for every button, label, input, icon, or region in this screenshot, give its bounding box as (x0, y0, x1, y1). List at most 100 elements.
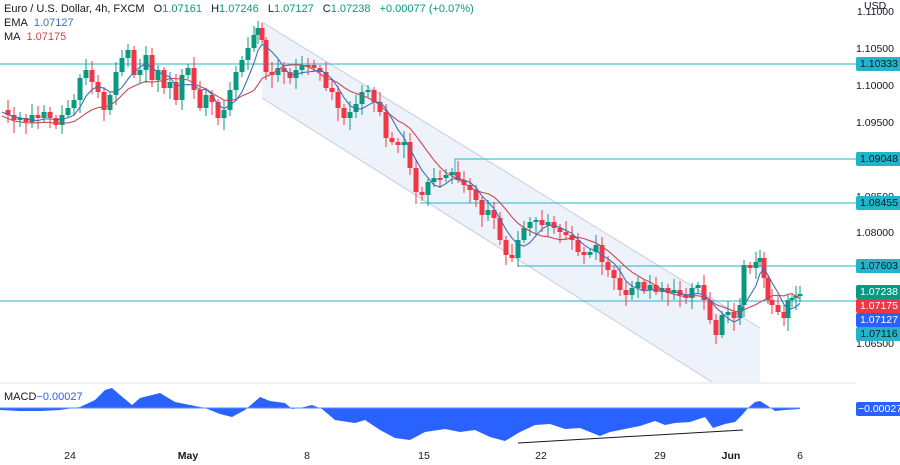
candle-up[interactable] (593, 245, 599, 252)
candle-down[interactable] (89, 70, 95, 82)
candle-down[interactable] (599, 245, 605, 262)
candle-down[interactable] (335, 92, 341, 108)
candle-up[interactable] (245, 48, 251, 60)
candle-down[interactable] (407, 142, 413, 168)
candle-up[interactable] (179, 75, 185, 100)
candle-up[interactable] (185, 68, 191, 75)
candle-down[interactable] (215, 102, 221, 118)
candle-up[interactable] (119, 58, 125, 72)
candle-down[interactable] (413, 168, 419, 192)
candle-up[interactable] (359, 92, 365, 104)
candle-down[interactable] (641, 282, 647, 290)
candle-down[interactable] (371, 90, 377, 102)
ema-legend-row[interactable]: EMA 1.07127 (4, 16, 474, 30)
candle-up[interactable] (527, 222, 533, 228)
candle-up[interactable] (203, 95, 209, 108)
candle-down[interactable] (419, 192, 425, 195)
candle-up[interactable] (521, 228, 527, 240)
candle-down[interactable] (383, 112, 389, 138)
candle-down[interactable] (713, 320, 719, 335)
candle-up[interactable] (741, 265, 747, 305)
candle-down[interactable] (395, 142, 401, 145)
candle-up[interactable] (533, 220, 539, 222)
candle-down[interactable] (497, 218, 503, 240)
ma-legend-row[interactable]: MA 1.07175 (4, 30, 474, 44)
candle-down[interactable] (677, 290, 683, 295)
candle-up[interactable] (71, 100, 77, 108)
candle-up[interactable] (221, 110, 227, 118)
candle-down[interactable] (581, 252, 587, 255)
candle-up[interactable] (353, 104, 359, 112)
candle-down[interactable] (455, 172, 461, 180)
candle-down[interactable] (775, 305, 781, 312)
candle-up[interactable] (299, 65, 305, 70)
candle-up[interactable] (239, 60, 245, 72)
candle-up[interactable] (695, 285, 701, 288)
candle-down[interactable] (209, 95, 215, 102)
candle-up[interactable] (757, 258, 763, 262)
candle-down[interactable] (131, 50, 137, 75)
candle-down[interactable] (701, 285, 707, 300)
candle-down[interactable] (437, 178, 443, 180)
candle-down[interactable] (731, 312, 737, 318)
candle-down[interactable] (305, 65, 311, 67)
candle-down[interactable] (101, 92, 107, 110)
candle-up[interactable] (155, 70, 161, 80)
candle-up[interactable] (737, 305, 743, 318)
candle-down[interactable] (473, 190, 479, 200)
candle-down[interactable] (539, 220, 545, 225)
ema-line[interactable] (1, 43, 801, 323)
candle-up[interactable] (635, 282, 641, 288)
candle-up[interactable] (293, 70, 299, 78)
candle-down[interactable] (329, 88, 335, 92)
candle-up[interactable] (647, 285, 653, 290)
candle-up[interactable] (719, 315, 725, 335)
candle-down[interactable] (605, 262, 611, 270)
candle-up[interactable] (83, 70, 89, 78)
candle-up[interactable] (77, 78, 83, 100)
candle-up[interactable] (125, 50, 131, 58)
symbol-title[interactable]: Euro / U.S. Dollar, 4h, FXCM (4, 3, 145, 15)
candle-up[interactable] (167, 82, 173, 88)
macd-legend[interactable]: MACD−0.00027 (4, 391, 83, 403)
candle-down[interactable] (479, 200, 485, 215)
candle-down[interactable] (263, 40, 269, 72)
candle-down[interactable] (765, 278, 771, 300)
candle-down[interactable] (557, 228, 563, 232)
candle-down[interactable] (197, 90, 203, 108)
candle-up[interactable] (425, 182, 431, 195)
candle-down[interactable] (623, 290, 629, 295)
candle-up[interactable] (753, 262, 759, 268)
candle-up[interactable] (365, 90, 371, 92)
candle-up[interactable] (725, 312, 731, 315)
macd-area[interactable] (0, 388, 800, 441)
candle-down[interactable] (653, 285, 659, 292)
candle-down[interactable] (707, 300, 713, 320)
candle-up[interactable] (629, 288, 635, 295)
candle-down[interactable] (377, 102, 383, 112)
candle-down[interactable] (161, 70, 167, 88)
candle-down[interactable] (509, 255, 515, 258)
candle-down[interactable] (23, 118, 29, 122)
candle-down[interactable] (617, 278, 623, 290)
candle-down[interactable] (769, 300, 775, 305)
macd-divergence-line[interactable] (517, 429, 744, 444)
candle-up[interactable] (797, 294, 803, 296)
candle-up[interactable] (515, 240, 521, 258)
candle-up[interactable] (689, 288, 695, 298)
candle-up[interactable] (113, 72, 119, 95)
candle-down[interactable] (53, 118, 59, 125)
candle-down[interactable] (35, 115, 41, 118)
candle-down[interactable] (259, 28, 265, 40)
channel-upper-line[interactable] (261, 21, 761, 329)
candle-down[interactable] (563, 232, 569, 235)
candle-up[interactable] (41, 112, 47, 118)
candle-down[interactable] (173, 82, 179, 100)
candle-down[interactable] (191, 68, 197, 90)
candle-up[interactable] (29, 115, 35, 122)
candle-down[interactable] (311, 65, 317, 68)
candle-down[interactable] (341, 108, 347, 118)
candle-up[interactable] (545, 222, 551, 225)
candle-up[interactable] (143, 55, 149, 70)
